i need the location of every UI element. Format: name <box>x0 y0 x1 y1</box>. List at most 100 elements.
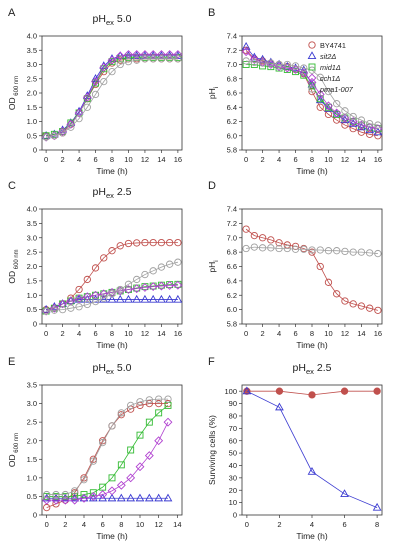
data-point <box>75 109 83 117</box>
y-tick-label: 100 <box>224 387 237 396</box>
x-tick-label: 12 <box>141 329 149 338</box>
data-point <box>88 493 98 502</box>
x-tick-label: 8 <box>110 155 114 164</box>
x-tick-label: 8 <box>119 520 123 529</box>
data-point <box>332 108 342 118</box>
series-mid1 <box>42 53 182 140</box>
x-tick-label: 6 <box>101 520 105 529</box>
panel-letter: D <box>208 180 216 192</box>
x-tick-label: 12 <box>341 155 349 164</box>
data-point <box>275 60 283 69</box>
y-tick-label: 2.5 <box>27 418 37 427</box>
data-point <box>341 107 349 115</box>
x-tick-label: 14 <box>157 155 165 164</box>
x-tick-label: 6 <box>342 520 346 529</box>
data-point <box>75 115 83 123</box>
data-point <box>333 100 341 108</box>
data-point <box>67 123 75 131</box>
y-tick-label: 2.5 <box>27 74 37 83</box>
y-tick-label: 1.0 <box>27 117 37 126</box>
data-point <box>91 90 100 99</box>
x-tick-label: 8 <box>310 329 314 338</box>
data-point <box>163 493 173 502</box>
data-point <box>42 495 52 505</box>
data-point <box>242 244 250 253</box>
y-tick-label: 0.5 <box>27 305 37 314</box>
data-point <box>107 294 117 303</box>
data-point <box>133 239 141 247</box>
legend-item-BY4741: BY4741 <box>308 41 346 50</box>
y-tick-label: 7.2 <box>227 219 237 228</box>
data-point <box>117 461 125 469</box>
data-point <box>41 306 51 316</box>
data-point <box>308 246 316 254</box>
series-BY4741 <box>43 399 172 512</box>
series-mid1 <box>242 61 382 133</box>
data-point <box>89 457 97 465</box>
data-point <box>242 225 250 233</box>
data-point <box>132 294 142 303</box>
data-point <box>283 60 291 69</box>
data-point <box>250 58 259 67</box>
series-cch1 <box>42 417 173 505</box>
data-point <box>50 306 59 314</box>
data-point <box>340 387 349 395</box>
data-point <box>145 399 153 408</box>
data-point <box>108 290 116 298</box>
data-point <box>43 490 51 499</box>
data-point <box>91 264 100 272</box>
y-tick-label: 7.0 <box>227 233 237 242</box>
y-tick-label: 6.0 <box>227 305 237 314</box>
data-point <box>155 395 163 403</box>
x-axis-label: Time (h) <box>96 166 127 176</box>
data-point <box>91 297 100 306</box>
data-point <box>115 51 125 61</box>
data-point <box>300 64 308 72</box>
data-point <box>157 263 166 271</box>
legend: BY4741 sit2Δ mid1Δ cch1Δ pma1-007 <box>307 41 354 94</box>
data-point <box>108 474 116 482</box>
data-point <box>71 492 79 500</box>
data-point <box>300 245 308 253</box>
y-tick-label: 7.4 <box>227 32 237 41</box>
legend-marker <box>307 51 317 60</box>
data-point <box>157 294 166 303</box>
data-point <box>308 391 316 399</box>
series-line <box>46 58 178 138</box>
y-tick-label: 1.0 <box>27 473 37 482</box>
data-point <box>165 260 174 268</box>
data-point <box>357 302 366 310</box>
data-point <box>242 57 250 65</box>
x-tick-label: 8 <box>310 155 314 164</box>
data-point <box>315 89 325 99</box>
y-axis-label: Surviving cells (%) <box>207 415 217 485</box>
x-tick-label: 14 <box>357 329 365 338</box>
y-tick-label: 60 <box>229 436 237 445</box>
data-point <box>140 283 150 292</box>
x-tick-label: 0 <box>244 329 248 338</box>
data-point <box>250 61 258 68</box>
y-tick-label: 4.0 <box>27 32 37 41</box>
data-point <box>41 132 51 142</box>
legend-marker <box>308 85 316 93</box>
data-point <box>108 247 116 255</box>
data-point <box>341 114 349 122</box>
data-point <box>74 294 84 304</box>
data-point <box>374 125 382 133</box>
y-tick-label: 0 <box>233 511 237 520</box>
x-tick-label: 2 <box>61 329 65 338</box>
y-tick-label: 2.0 <box>27 436 37 445</box>
data-point <box>341 297 349 305</box>
data-point <box>267 63 275 71</box>
data-point <box>163 417 173 427</box>
x-tick-label: 4 <box>310 520 314 529</box>
data-point <box>316 103 324 111</box>
data-point <box>267 59 275 67</box>
y-tick-label: 5.8 <box>227 146 237 155</box>
series-BY4741 <box>242 225 382 314</box>
plot-frame <box>41 384 183 516</box>
data-point <box>100 290 108 298</box>
panel-title: pHex 2.5 <box>293 362 332 376</box>
y-tick-label: 2.0 <box>27 89 37 98</box>
